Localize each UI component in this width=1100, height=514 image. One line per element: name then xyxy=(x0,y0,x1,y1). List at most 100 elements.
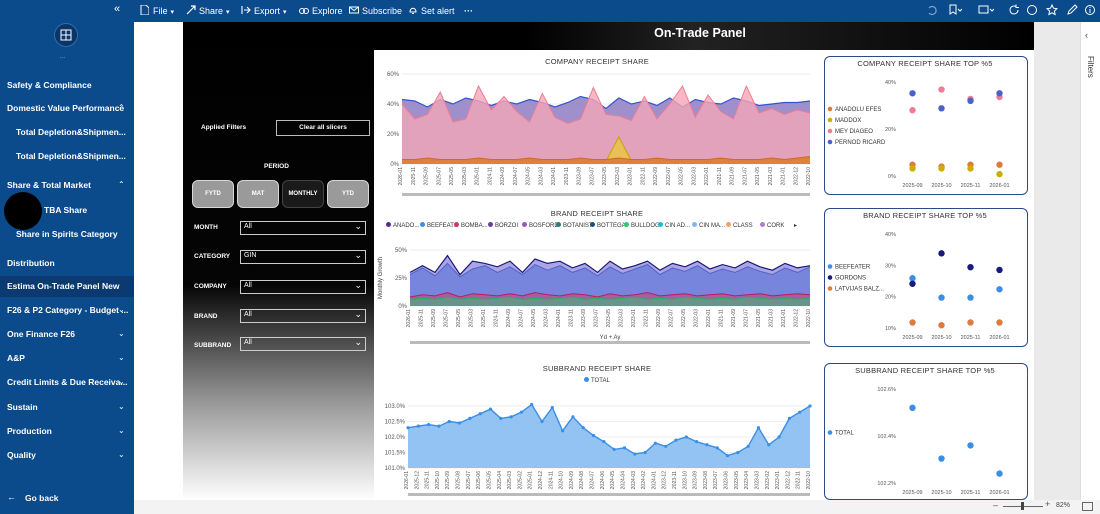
legend-item[interactable]: CORK xyxy=(760,222,784,229)
export-menu[interactable]: Export ▾ xyxy=(241,3,287,19)
scatter-point[interactable] xyxy=(938,294,945,301)
month-slicer[interactable]: All ⌄ xyxy=(240,221,366,235)
legend-label[interactable]: LATVIJAS BALZ... xyxy=(835,287,884,293)
sidebar-item[interactable]: Credit Limits & Due Receiva... xyxy=(7,377,128,387)
more-options-button[interactable]: ··· xyxy=(464,6,473,16)
undo-icon[interactable] xyxy=(926,4,940,18)
chevron-down-icon[interactable]: ⌄ xyxy=(118,353,125,362)
scatter-point[interactable] xyxy=(909,275,916,282)
data-point[interactable] xyxy=(695,440,699,444)
data-point[interactable] xyxy=(457,421,462,425)
data-point[interactable] xyxy=(488,407,493,411)
legend-item[interactable]: CLASS xyxy=(726,222,753,229)
legend-item[interactable]: CIN MA... xyxy=(692,222,725,229)
scatter-point[interactable] xyxy=(996,470,1003,477)
series-line[interactable] xyxy=(409,292,811,298)
data-point[interactable] xyxy=(622,446,627,450)
data-point[interactable] xyxy=(437,424,441,428)
sidebar-item[interactable]: TBA Share xyxy=(44,205,88,215)
sidebar-item[interactable]: Quality xyxy=(7,450,36,460)
explore-button[interactable]: Explore xyxy=(299,3,343,19)
filters-pane[interactable] xyxy=(1080,22,1100,500)
file-menu[interactable]: File ▾ xyxy=(140,3,174,19)
scatter-point[interactable] xyxy=(996,266,1003,274)
data-point[interactable] xyxy=(581,426,585,430)
favorite-star-icon[interactable] xyxy=(1045,3,1060,18)
data-point[interactable] xyxy=(633,452,637,456)
chevron-down-icon[interactable]: ⌄ xyxy=(118,377,125,386)
scatter-point[interactable] xyxy=(996,161,1003,168)
company-top5-chart[interactable]: 40% 20% 0% 2025-09 2025-10 2025-11 2026-01 ANAD… xyxy=(826,68,1024,190)
data-point[interactable] xyxy=(499,416,503,420)
data-point[interactable] xyxy=(736,450,740,455)
data-point[interactable] xyxy=(509,415,513,419)
scatter-point[interactable] xyxy=(967,97,974,104)
clear-all-slicers-button[interactable]: Clear all slicers xyxy=(276,120,370,136)
data-point[interactable] xyxy=(478,412,482,416)
chevron-up-icon[interactable]: ⌃ xyxy=(118,180,125,189)
scatter-point[interactable] xyxy=(909,319,916,326)
scatter-point[interactable] xyxy=(996,319,1003,326)
sidebar-item[interactable]: Estima On-Trade Panel New xyxy=(7,281,120,291)
info-icon[interactable] xyxy=(1084,4,1098,18)
legend-item[interactable]: BOTTEGA xyxy=(590,222,626,229)
refresh-icon[interactable] xyxy=(1008,4,1022,18)
legend-label[interactable]: MEY DIAGEO xyxy=(835,129,873,135)
data-point[interactable] xyxy=(653,441,657,445)
scatter-point[interactable] xyxy=(909,107,916,114)
data-point[interactable] xyxy=(530,402,534,407)
data-point[interactable] xyxy=(406,426,410,430)
view-icon[interactable] xyxy=(978,4,995,18)
chevron-down-icon[interactable]: ⌄ xyxy=(118,402,125,411)
legend-next-icon[interactable]: ▸ xyxy=(794,223,798,229)
zoom-in-button[interactable]: + xyxy=(1045,499,1051,509)
sidebar-item[interactable]: One Finance F26 xyxy=(7,329,76,339)
series-line[interactable] xyxy=(407,403,811,457)
filters-pane-label[interactable]: Filters xyxy=(1086,56,1095,78)
scatter-point[interactable] xyxy=(938,165,945,172)
scatter-point[interactable] xyxy=(967,319,974,326)
chevron-up-icon[interactable]: ⌃ xyxy=(118,103,125,112)
scatter-point[interactable] xyxy=(938,322,945,329)
sidebar-item[interactable]: Total Depletion&Shipmen... xyxy=(16,151,126,161)
data-point[interactable] xyxy=(767,443,771,447)
brand-top5-chart[interactable]: 40% 30% 20% 10% 2025-09 2025-10 2025-11 2026-01… xyxy=(826,220,1024,342)
series-line[interactable] xyxy=(401,84,811,125)
sidebar-item[interactable]: Distribution xyxy=(7,258,55,268)
sidebar-item[interactable]: Sustain xyxy=(7,402,38,412)
data-point[interactable] xyxy=(787,416,791,420)
scatter-point[interactable] xyxy=(938,455,945,462)
data-point[interactable] xyxy=(571,415,575,419)
chevron-down-icon[interactable]: ⌄ xyxy=(118,305,125,314)
data-point[interactable] xyxy=(705,443,709,447)
data-point[interactable] xyxy=(416,424,420,428)
data-point[interactable] xyxy=(447,419,451,424)
data-point[interactable] xyxy=(540,419,544,424)
legend-item[interactable]: BOSFORD xyxy=(522,222,559,229)
period-monthly-button[interactable]: MONTHLY xyxy=(282,180,324,208)
subscribe-button[interactable]: Subscribe xyxy=(349,3,402,19)
sidebar-item[interactable]: Share & Total Market xyxy=(7,180,91,190)
series-line[interactable] xyxy=(409,296,811,300)
zoom-slider[interactable] xyxy=(1003,501,1043,511)
set-alert-button[interactable]: Set alert xyxy=(408,3,455,19)
period-mat-button[interactable]: MAT xyxy=(237,180,279,208)
bookmark-icon[interactable] xyxy=(948,4,963,18)
scatter-point[interactable] xyxy=(909,280,916,287)
period-fytd-button[interactable]: FYTD xyxy=(192,180,234,208)
scatter-point[interactable] xyxy=(967,442,974,449)
data-point[interactable] xyxy=(756,426,761,430)
data-point[interactable] xyxy=(612,447,616,451)
legend-label[interactable]: MADDOX xyxy=(835,118,861,124)
scatter-point[interactable] xyxy=(909,404,916,411)
data-point[interactable] xyxy=(777,435,781,439)
data-point[interactable] xyxy=(591,433,596,438)
collapse-sidebar-icon[interactable]: « xyxy=(114,3,121,15)
data-point[interactable] xyxy=(664,444,668,448)
data-point[interactable] xyxy=(468,416,472,420)
sidebar-item[interactable]: Share in Spirits Category xyxy=(16,229,118,239)
legend-item[interactable]: BULLDOG xyxy=(624,222,660,229)
go-back-link[interactable]: Go back xyxy=(25,493,59,503)
brand-slicer[interactable]: All ⌄ xyxy=(240,309,366,323)
data-point[interactable] xyxy=(427,423,431,427)
